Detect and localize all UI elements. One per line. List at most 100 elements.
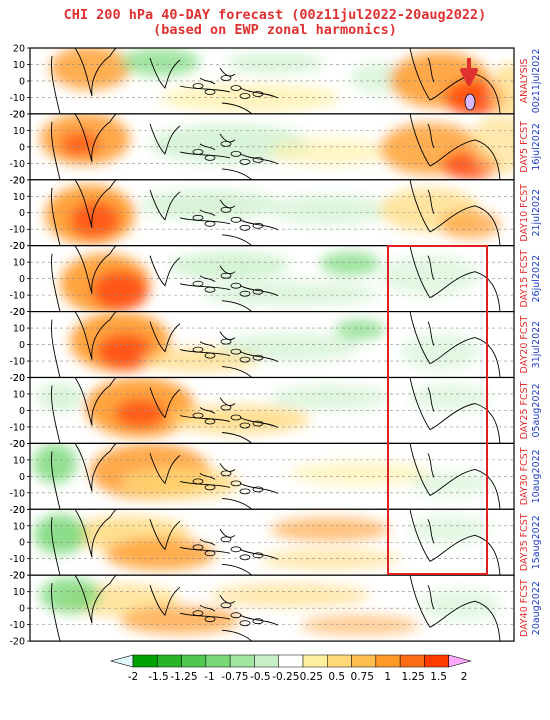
coastline — [74, 311, 122, 360]
coastline — [221, 629, 253, 642]
y-tick-label: 10 — [13, 324, 25, 335]
coastline — [179, 473, 231, 488]
colorbar-label: 1 — [384, 671, 391, 683]
anomaly-field — [120, 467, 240, 500]
y-tick-label: -10 — [9, 357, 25, 368]
anomaly-field — [50, 48, 130, 90]
coastline — [74, 179, 122, 228]
y-tick-label: 0 — [19, 208, 25, 219]
anomaly-field — [260, 549, 400, 570]
coastline — [221, 168, 253, 180]
panel-label-date: 15aug2022 — [531, 515, 542, 569]
coastline — [179, 77, 231, 93]
anomaly-field — [270, 517, 390, 542]
panel-label-date: 21jul2022 — [531, 189, 542, 237]
coastline — [427, 321, 435, 346]
coastline — [74, 443, 122, 492]
panel-label-forecast-day: DAY40 FCST — [519, 579, 530, 637]
forecast-panel: 20 10 0 -10 -20 — [9, 241, 515, 318]
anomaly-field — [410, 515, 490, 544]
y-tick-label: 10 — [13, 258, 25, 269]
coastline — [149, 519, 181, 551]
anomaly-field — [200, 281, 380, 306]
y-tick-label: 0 — [19, 76, 25, 87]
colorbar-label: -1.5 — [148, 671, 169, 683]
anomaly-field — [410, 471, 490, 496]
coastline — [179, 538, 231, 554]
max-marker-icon — [464, 93, 476, 111]
coastline — [74, 377, 122, 426]
coastline — [409, 113, 501, 180]
colorbar-high-tip — [448, 654, 472, 668]
y-tick-label: -10 — [9, 159, 25, 170]
coastline — [51, 121, 61, 180]
coastline — [51, 319, 61, 378]
y-tick-label: -20 — [9, 373, 25, 384]
anomaly-field — [470, 113, 514, 174]
colorbar-label: 2 — [461, 671, 468, 683]
anomaly-field — [105, 538, 215, 571]
anomaly-field — [120, 48, 200, 76]
anomaly-field — [270, 385, 390, 410]
anomaly-field — [400, 333, 480, 370]
panel-label-date: 05aug2022 — [531, 383, 542, 437]
y-tick-label: -20 — [9, 439, 25, 450]
coastline — [179, 209, 231, 225]
y-tick-label: 20 — [13, 307, 25, 318]
y-tick-label: 0 — [19, 538, 25, 549]
coastline — [179, 143, 231, 159]
anomaly-field — [170, 251, 290, 280]
coastline — [51, 187, 61, 246]
coastline — [149, 255, 181, 287]
coastline — [221, 497, 253, 510]
colorbar-swatch — [375, 654, 401, 668]
colorbar-swatch — [229, 654, 255, 668]
colorbar-swatch — [254, 654, 279, 668]
y-tick-label: 10 — [13, 455, 25, 466]
coastline — [179, 341, 231, 357]
coastline — [149, 321, 181, 353]
y-tick-label: -20 — [9, 571, 25, 582]
coastline — [409, 575, 501, 642]
anomaly-field — [60, 131, 100, 156]
coastline — [149, 585, 181, 617]
panel-label-date: 10aug2022 — [531, 449, 542, 503]
forecast-panel: 20 10 0 -10 -20 — [9, 505, 515, 582]
anomaly-field — [220, 332, 360, 361]
panel-label-forecast-day: DAY30 FCST — [519, 447, 530, 505]
colorbar-swatch — [181, 654, 207, 668]
colorbar-label: 0.75 — [351, 671, 374, 683]
colorbar-swatch — [157, 654, 182, 668]
coastline — [427, 453, 435, 478]
y-tick-label: 0 — [19, 406, 25, 417]
anomaly-field — [490, 63, 514, 114]
anomaly-field — [320, 251, 380, 276]
coastline — [74, 48, 122, 97]
y-tick-label: -20 — [9, 109, 25, 120]
y-tick-label: 20 — [13, 505, 25, 516]
colorbar-label: 0.5 — [328, 671, 345, 683]
y-tick-label: 20 — [13, 373, 25, 384]
y-tick-label: -10 — [9, 93, 25, 104]
y-tick-label: 0 — [19, 274, 25, 285]
y-tick-label: 10 — [13, 60, 25, 71]
colorbar-label: -1 — [204, 671, 214, 683]
anomaly-field — [270, 194, 390, 225]
coastline — [427, 123, 435, 149]
anomaly-field — [440, 210, 500, 239]
y-tick-label: 0 — [19, 472, 25, 483]
anomaly-field — [97, 333, 153, 370]
panel-label-date: 26jul2022 — [531, 255, 542, 303]
y-tick-label: -20 — [9, 637, 25, 648]
y-tick-label: 0 — [19, 604, 25, 615]
coastline — [179, 604, 231, 620]
y-tick-label: 20 — [13, 439, 25, 450]
coastline — [149, 57, 181, 89]
forecast-panel: 20 10 0 -10 -20 — [9, 571, 515, 648]
coastline — [74, 113, 122, 163]
coastline — [149, 387, 181, 419]
coastline — [409, 245, 501, 312]
coastline — [51, 385, 61, 444]
colorbar-swatch — [327, 654, 352, 668]
y-tick-label: 20 — [13, 44, 25, 55]
